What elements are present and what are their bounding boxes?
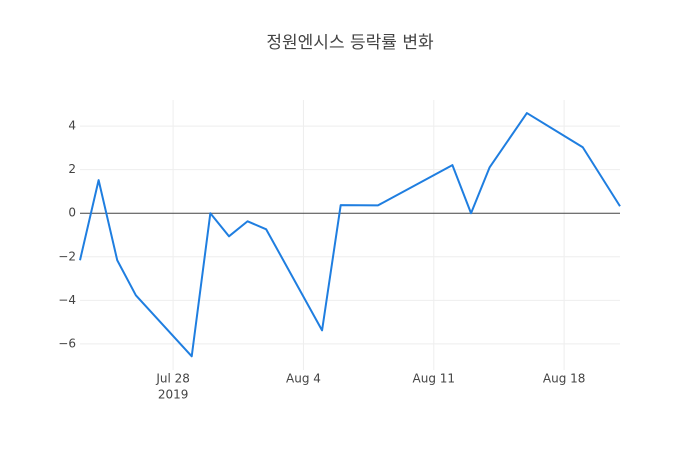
y-tick-label: −2	[58, 249, 76, 263]
line	[79, 112, 621, 358]
y-tick-label: 0	[68, 206, 76, 220]
x-tick-label: Aug 4	[286, 372, 321, 386]
y-tick-label: 4	[68, 119, 76, 133]
x-tick-label: Aug 18	[543, 372, 586, 386]
x-year-label: 2019	[158, 388, 189, 402]
chart-title: 정원엔시스 등락률 변화	[266, 33, 434, 53]
y-tick-label: −4	[58, 293, 76, 307]
x-tick-label: Jul 28	[155, 372, 190, 386]
y-tick-label: −6	[58, 336, 76, 350]
y-tick-label: 2	[68, 162, 76, 176]
x-tick-label: Aug 11	[413, 372, 456, 386]
